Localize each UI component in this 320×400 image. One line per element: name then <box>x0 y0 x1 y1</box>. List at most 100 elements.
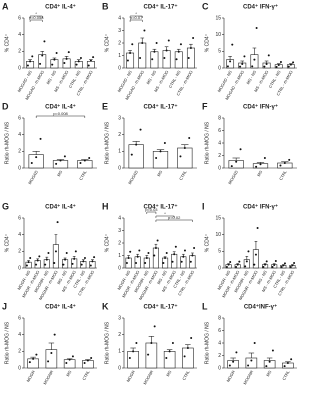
panel-letter: L <box>202 301 208 311</box>
bar <box>163 351 176 369</box>
data-point <box>177 50 180 53</box>
data-point <box>53 58 56 61</box>
data-point <box>187 57 190 59</box>
data-point <box>168 350 171 353</box>
y-tick-label: 0 <box>18 65 21 71</box>
y-tick-label: 0 <box>118 265 121 271</box>
panel-title: CD4⁺ IL-17⁺ <box>143 4 177 11</box>
bar <box>27 358 39 369</box>
data-point <box>79 162 82 164</box>
data-point <box>171 342 174 344</box>
x-tick-label: MS <box>56 169 63 177</box>
panel-letter: G <box>2 201 9 211</box>
data-point <box>129 52 132 54</box>
y-tick-label: 8 <box>218 315 221 321</box>
data-point <box>265 365 268 368</box>
y-tick-label: 4 <box>218 140 221 146</box>
data-point <box>262 266 265 268</box>
x-tick-label: MS - NS <box>145 69 157 85</box>
data-point <box>151 58 154 61</box>
panel-title: CD4⁺ IL-4⁺ <box>45 304 76 311</box>
data-point <box>183 355 186 358</box>
y-tick-label: 4 <box>118 15 121 21</box>
x-tick-label: MOGNR <box>42 369 54 385</box>
data-point <box>139 128 142 131</box>
data-point <box>253 58 256 61</box>
significance-bracket <box>29 19 43 22</box>
data-point <box>55 162 58 165</box>
data-point <box>87 64 90 67</box>
data-point <box>147 252 150 254</box>
annotation: p=0.03 <box>145 207 158 212</box>
data-point <box>231 43 234 46</box>
data-point <box>191 254 194 257</box>
y-tick-label: 15 <box>215 15 221 21</box>
data-point <box>236 263 239 266</box>
y-tick-label: 2 <box>218 153 221 159</box>
bar <box>162 50 171 69</box>
x-tick-label: MS - NS <box>245 69 257 85</box>
data-point <box>89 59 92 62</box>
data-point <box>64 258 67 261</box>
data-point <box>250 359 253 362</box>
bar <box>138 42 147 69</box>
data-point <box>80 263 83 266</box>
data-point <box>293 262 296 264</box>
data-point <box>132 350 135 353</box>
y-tick-label: 0 <box>118 365 121 371</box>
data-point <box>28 361 31 364</box>
data-point <box>287 65 290 68</box>
data-point <box>127 257 130 259</box>
data-point <box>153 50 156 53</box>
data-point <box>63 62 66 64</box>
y-tick-label: 2 <box>18 49 21 55</box>
data-point <box>83 159 86 162</box>
data-point <box>145 257 148 259</box>
data-point <box>243 55 246 58</box>
data-point <box>144 262 147 264</box>
data-point <box>36 259 39 262</box>
significance-bracket <box>29 15 43 18</box>
data-point <box>283 365 286 368</box>
data-point <box>147 353 150 356</box>
x-tick-label: MOGNR <box>142 369 154 385</box>
bar <box>52 244 59 269</box>
data-point <box>138 249 141 252</box>
data-point <box>82 260 85 263</box>
data-point <box>155 42 158 44</box>
y-tick-label: 5 <box>218 49 221 55</box>
panel-letter: D <box>2 101 9 111</box>
data-point <box>135 143 138 146</box>
data-point <box>93 256 96 259</box>
bar <box>177 147 193 169</box>
data-point <box>192 37 195 39</box>
y-tick-label: 0 <box>218 65 221 71</box>
data-point <box>41 54 44 57</box>
annotation: * <box>135 11 137 16</box>
data-point <box>163 142 166 144</box>
data-point <box>129 250 132 253</box>
y-tick-label: 2 <box>118 332 121 338</box>
data-point <box>135 342 138 344</box>
data-point <box>71 262 74 265</box>
annotation: * <box>164 211 166 216</box>
data-point <box>43 40 46 43</box>
data-point <box>193 247 196 249</box>
y-axis-label: % CD4⁺ <box>204 233 210 252</box>
data-point <box>279 164 282 167</box>
data-point <box>263 157 266 159</box>
data-point <box>264 263 267 266</box>
x-tick-label: CTRL <box>181 369 191 381</box>
data-point <box>39 62 42 65</box>
data-point <box>56 221 59 224</box>
data-point <box>156 239 159 242</box>
data-point <box>67 51 70 54</box>
data-point <box>55 52 58 54</box>
data-point <box>71 355 74 358</box>
data-point <box>150 342 153 344</box>
x-tick-label: MS <box>156 169 163 177</box>
y-tick-label: 1 <box>118 349 121 355</box>
y-tick-label: 0 <box>18 265 21 271</box>
x-tick-label: MOGR <box>25 369 36 382</box>
y-axis-label: Ratio rh-MOG / NS <box>104 121 110 164</box>
